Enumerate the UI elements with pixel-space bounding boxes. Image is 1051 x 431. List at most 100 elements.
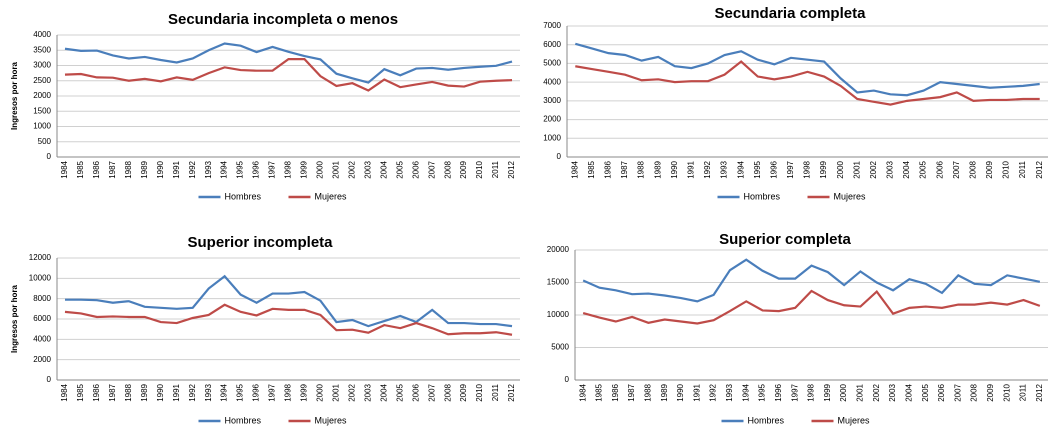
x-tick-label: 2006 bbox=[935, 160, 944, 178]
y-tick-label: 1500 bbox=[33, 106, 51, 115]
chart-title: Secundaria incompleta o menos bbox=[168, 11, 398, 28]
x-tick-label: 1998 bbox=[284, 160, 293, 178]
x-tick-label: 2012 bbox=[507, 383, 516, 401]
y-tick-label: 0 bbox=[47, 375, 52, 384]
x-tick-label: 1989 bbox=[653, 160, 662, 178]
x-tick-label: 1994 bbox=[220, 383, 229, 401]
x-tick-label: 2012 bbox=[1035, 383, 1044, 401]
y-tick-label: 5000 bbox=[543, 59, 561, 68]
legend-label: Hombres bbox=[748, 415, 785, 425]
x-tick-label: 1990 bbox=[156, 160, 165, 178]
x-tick-label: 1992 bbox=[703, 160, 712, 178]
y-tick-label: 0 bbox=[557, 152, 562, 161]
x-tick-label: 2007 bbox=[427, 160, 436, 178]
x-tick-label: 1999 bbox=[300, 160, 309, 178]
x-tick-label: 1989 bbox=[140, 160, 149, 178]
x-tick-label: 1995 bbox=[753, 160, 762, 178]
legend-label: Mujeres bbox=[834, 191, 867, 201]
x-tick-label: 2005 bbox=[921, 383, 930, 401]
x-tick-label: 2011 bbox=[491, 383, 500, 401]
x-tick-label: 1984 bbox=[60, 383, 69, 401]
y-tick-label: 3000 bbox=[543, 96, 561, 105]
x-tick-label: 1985 bbox=[587, 160, 596, 178]
data-line bbox=[64, 303, 513, 336]
x-tick-label: 2002 bbox=[869, 160, 878, 178]
x-tick-label: 2000 bbox=[316, 383, 325, 401]
x-tick-label: 2003 bbox=[363, 383, 372, 401]
x-tick-label: 1988 bbox=[644, 383, 653, 401]
y-tick-label: 0 bbox=[47, 152, 52, 161]
x-tick-label: 2012 bbox=[1035, 160, 1044, 178]
x-tick-label: 1993 bbox=[204, 383, 213, 401]
x-tick-label: 1991 bbox=[692, 383, 701, 401]
data-line bbox=[582, 258, 1041, 303]
x-tick-label: 1999 bbox=[819, 160, 828, 178]
x-tick-label: 2002 bbox=[347, 383, 356, 401]
x-tick-label: 2005 bbox=[395, 160, 404, 178]
x-tick-label: 2010 bbox=[475, 383, 484, 401]
x-tick-label: 1996 bbox=[252, 383, 261, 401]
x-tick-label: 1990 bbox=[676, 383, 685, 401]
y-tick-label: 4000 bbox=[543, 77, 561, 86]
x-tick-label: 1994 bbox=[220, 160, 229, 178]
x-tick-label: 2010 bbox=[1002, 160, 1011, 178]
x-tick-label: 2001 bbox=[852, 160, 861, 178]
x-tick-label: 1993 bbox=[725, 383, 734, 401]
x-tick-label: 2008 bbox=[443, 383, 452, 401]
x-tick-label: 1985 bbox=[76, 383, 85, 401]
x-tick-label: 1992 bbox=[188, 383, 197, 401]
x-tick-label: 2009 bbox=[459, 383, 468, 401]
x-tick-label: 1985 bbox=[595, 383, 604, 401]
y-tick-label: 2000 bbox=[33, 355, 51, 364]
x-tick-label: 1992 bbox=[709, 383, 718, 401]
chart-title: Secundaria completa bbox=[715, 5, 867, 22]
x-tick-label: 2008 bbox=[970, 383, 979, 401]
x-tick-label: 1991 bbox=[172, 160, 181, 178]
x-tick-label: 2000 bbox=[839, 383, 848, 401]
x-tick-label: 1992 bbox=[188, 160, 197, 178]
x-tick-label: 2007 bbox=[952, 160, 961, 178]
x-tick-label: 1986 bbox=[92, 383, 101, 401]
y-tick-label: 3000 bbox=[33, 61, 51, 70]
x-tick-label: 2002 bbox=[872, 383, 881, 401]
x-tick-label: 1987 bbox=[620, 160, 629, 178]
x-tick-label: 1998 bbox=[807, 383, 816, 401]
legend-label: Hombres bbox=[744, 191, 781, 201]
y-tick-label: 0 bbox=[565, 375, 570, 384]
x-tick-label: 1999 bbox=[823, 383, 832, 401]
x-tick-label: 1997 bbox=[790, 383, 799, 401]
legend-label: Mujeres bbox=[315, 191, 348, 201]
y-tick-label: 1000 bbox=[543, 133, 561, 142]
x-tick-label: 2004 bbox=[902, 160, 911, 178]
y-tick-label: 500 bbox=[38, 137, 52, 146]
x-tick-label: 2000 bbox=[836, 160, 845, 178]
x-tick-label: 1998 bbox=[803, 160, 812, 178]
chart-title: Superior incompleta bbox=[187, 234, 333, 251]
data-line bbox=[582, 289, 1041, 325]
x-tick-label: 1990 bbox=[156, 383, 165, 401]
x-tick-label: 1986 bbox=[611, 383, 620, 401]
x-tick-label: 1987 bbox=[627, 383, 636, 401]
x-tick-label: 1989 bbox=[140, 383, 149, 401]
data-line bbox=[64, 57, 513, 92]
y-tick-label: 2000 bbox=[543, 115, 561, 124]
data-line bbox=[64, 42, 513, 84]
y-tick-label: 12000 bbox=[29, 253, 52, 262]
x-tick-label: 1984 bbox=[570, 160, 579, 178]
x-tick-label: 2006 bbox=[937, 383, 946, 401]
x-tick-label: 1996 bbox=[774, 383, 783, 401]
x-tick-label: 1994 bbox=[741, 383, 750, 401]
y-tick-label: 4000 bbox=[33, 334, 51, 343]
data-line bbox=[575, 60, 1040, 106]
x-tick-label: 1995 bbox=[236, 383, 245, 401]
x-tick-label: 2004 bbox=[904, 383, 913, 401]
x-tick-label: 2011 bbox=[1018, 160, 1027, 178]
x-tick-label: 2010 bbox=[475, 160, 484, 178]
y-tick-label: 15000 bbox=[547, 278, 570, 287]
x-tick-label: 2001 bbox=[856, 383, 865, 401]
x-tick-label: 1987 bbox=[108, 160, 117, 178]
x-tick-label: 2004 bbox=[379, 160, 388, 178]
x-tick-label: 1995 bbox=[236, 160, 245, 178]
y-tick-label: 4000 bbox=[33, 30, 51, 39]
